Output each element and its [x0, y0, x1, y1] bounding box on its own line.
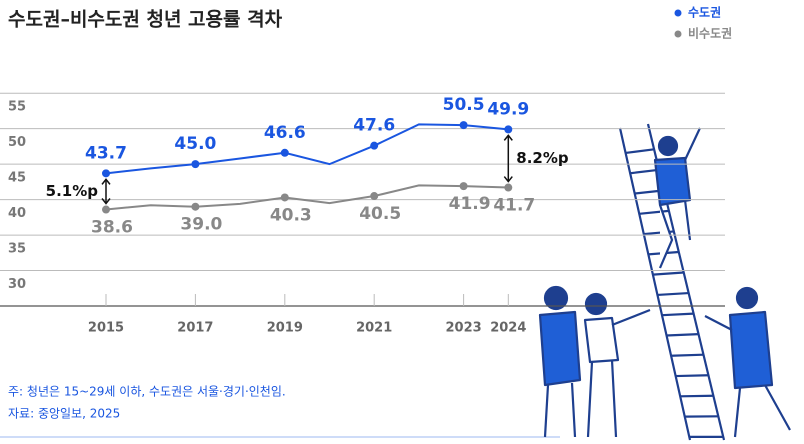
y-tick-label: 50: [8, 135, 26, 150]
data-point: [370, 142, 378, 150]
data-label: 41.9: [449, 194, 491, 214]
illustration: [540, 124, 790, 440]
data-label: 45.0: [174, 134, 216, 154]
data-point: [281, 193, 289, 201]
data-label: 40.3: [270, 205, 312, 225]
legend-label: 비수도권: [688, 26, 732, 41]
series-line: [106, 124, 508, 173]
x-tick-label: 2023: [446, 321, 482, 336]
data-point: [504, 184, 512, 192]
chart: 수도권–비수도권 청년 고용률 격차 주: 청년은 15~29세 이하, 수도권…: [0, 0, 804, 444]
data-label: 40.5: [359, 204, 401, 224]
data-point: [504, 125, 512, 133]
data-point: [460, 182, 468, 190]
note: 자료: 중앙일보, 2025: [8, 407, 120, 421]
data-label: 47.6: [353, 116, 395, 136]
legend-label: 수도권: [688, 6, 721, 20]
ladder-rung: [667, 334, 699, 335]
data-label: 39.0: [180, 215, 222, 235]
x-tick-label: 2015: [88, 321, 124, 336]
ladder-rung: [680, 396, 713, 397]
ladder-rung: [630, 170, 659, 173]
data-label: 38.6: [91, 218, 133, 238]
y-tick-label: 35: [8, 242, 26, 257]
note: 주: 청년은 15~29세 이하, 수도권은 서울·경기·인천임.: [8, 384, 286, 399]
chart-title: 수도권–비수도권 청년 고용률 격차: [8, 9, 283, 31]
data-point: [281, 149, 289, 157]
x-tick-label: 2019: [267, 321, 303, 336]
annotation: 5.1%p: [46, 182, 99, 200]
y-tick-label: 30: [8, 277, 26, 292]
annotation: 8.2%p: [516, 149, 569, 167]
data-label: 49.9: [487, 99, 529, 119]
legend-marker: [675, 31, 682, 38]
data-point: [191, 160, 199, 168]
data-point: [191, 203, 199, 211]
data-point: [460, 121, 468, 129]
x-tick-label: 2021: [356, 321, 392, 336]
data-label: 43.7: [85, 143, 127, 163]
legend-marker: [675, 10, 682, 17]
ladder-rung: [662, 314, 694, 316]
x-tick-label: 2017: [177, 321, 213, 336]
data-point: [102, 206, 110, 214]
y-tick-label: 55: [8, 100, 26, 115]
data-point: [102, 169, 110, 177]
ladder-rung: [671, 355, 703, 356]
ladder-rung: [657, 293, 688, 295]
y-tick-label: 45: [8, 171, 26, 186]
data-label: 41.7: [493, 196, 535, 216]
ladder-rung: [653, 273, 684, 275]
ladder-rung: [676, 375, 709, 376]
ladder-rung: [639, 211, 669, 214]
x-tick-label: 2024: [490, 321, 526, 336]
y-tick-label: 40: [8, 206, 26, 221]
data-point: [370, 192, 378, 200]
data-label: 46.6: [264, 123, 306, 143]
data-label: 50.5: [443, 95, 485, 115]
ladder-rung: [626, 149, 654, 153]
